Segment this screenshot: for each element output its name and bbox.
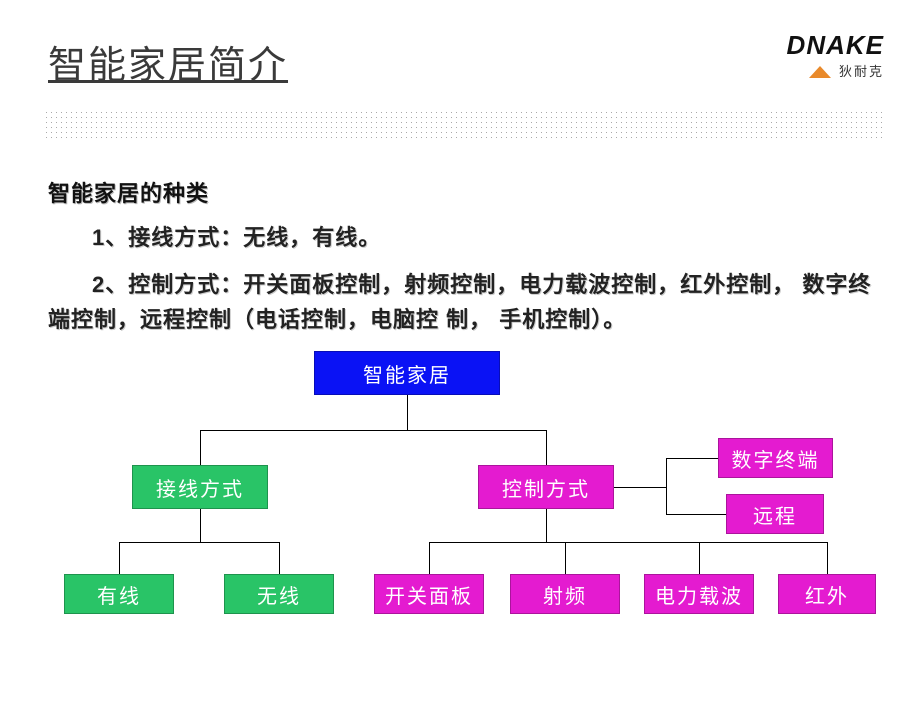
node-wireless: 无线	[224, 574, 334, 614]
edge	[200, 430, 546, 431]
edge	[614, 487, 666, 488]
edge	[699, 542, 700, 575]
edge	[200, 430, 201, 465]
edge	[429, 542, 827, 543]
edge	[546, 509, 547, 542]
edge	[827, 542, 828, 575]
edge	[279, 542, 280, 575]
edge	[565, 542, 566, 575]
edge	[119, 542, 279, 543]
edge	[429, 542, 430, 575]
slide: 智能家居简介 DNAKE 狄耐克 智能家居的种类 1、接线方式：无线，有线。 2…	[0, 0, 920, 708]
flowchart: 智能家居接线方式 控制方式 数字终端远程有线 无线开关面板射频电力载波红外	[0, 0, 920, 708]
node-ctrl: 控制方式	[478, 465, 614, 509]
node-ir: 红外	[778, 574, 876, 614]
edge	[119, 542, 120, 575]
edge	[200, 509, 201, 542]
node-root: 智能家居	[314, 351, 500, 395]
node-wired: 有线	[64, 574, 174, 614]
node-remote: 远程	[726, 494, 824, 534]
node-plc: 电力载波	[644, 574, 754, 614]
edge	[666, 458, 718, 459]
edge	[546, 430, 547, 465]
node-panel: 开关面板	[374, 574, 484, 614]
node-wiring: 接线方式	[132, 465, 268, 509]
node-rf: 射频	[510, 574, 620, 614]
edge	[666, 458, 667, 487]
edge	[407, 395, 408, 430]
edge	[666, 514, 726, 515]
node-digital: 数字终端	[718, 438, 833, 478]
